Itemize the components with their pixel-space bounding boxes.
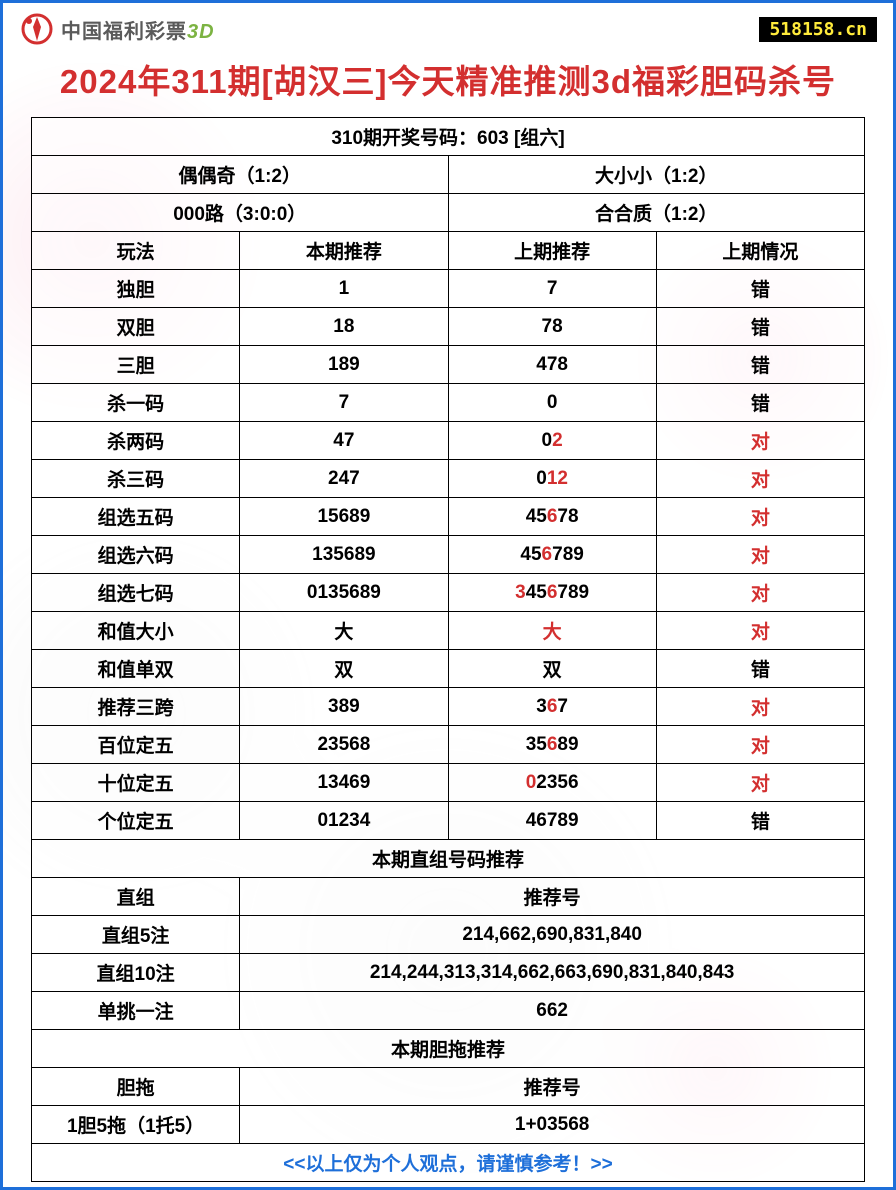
- logo-area: 中国福利彩票3D: [19, 11, 215, 47]
- main-table-wrap: 310期开奖号码：603 [组六]偶偶奇（1:2）大小小（1:2）000路（3:…: [3, 117, 893, 1182]
- play-type: 百位定五: [32, 726, 240, 764]
- current-rec: 0135689: [240, 574, 448, 612]
- section-header: 本期直组号码推荐: [32, 840, 865, 878]
- play-type: 双胆: [32, 308, 240, 346]
- prev-rec: 02356: [448, 764, 656, 802]
- status: 对: [656, 536, 864, 574]
- play-type: 三胆: [32, 346, 240, 384]
- play-type: 推荐三跨: [32, 688, 240, 726]
- dantuo-label: 1胆5拖（1托5）: [32, 1106, 240, 1144]
- status: 错: [656, 384, 864, 422]
- current-rec: 15689: [240, 498, 448, 536]
- play-type: 组选六码: [32, 536, 240, 574]
- status: 错: [656, 650, 864, 688]
- status: 错: [656, 308, 864, 346]
- play-type: 杀三码: [32, 460, 240, 498]
- status: 错: [656, 346, 864, 384]
- prev-rec: 7: [448, 270, 656, 308]
- logo-text: 中国福利彩票3D: [61, 15, 215, 44]
- prev-rec: 367: [448, 688, 656, 726]
- status: 错: [656, 802, 864, 840]
- current-rec: 01234: [240, 802, 448, 840]
- header: 中国福利彩票3D 518158.cn: [3, 3, 893, 51]
- status: 对: [656, 612, 864, 650]
- current-rec: 135689: [240, 536, 448, 574]
- direct-label: 直组10注: [32, 954, 240, 992]
- status: 对: [656, 422, 864, 460]
- prev-rec: 大: [448, 612, 656, 650]
- play-type: 杀两码: [32, 422, 240, 460]
- section-col-label: 胆拖: [32, 1068, 240, 1106]
- column-header: 上期情况: [656, 232, 864, 270]
- current-rec: 7: [240, 384, 448, 422]
- status: 对: [656, 726, 864, 764]
- prev-rec: 35689: [448, 726, 656, 764]
- current-rec: 大: [240, 612, 448, 650]
- prediction-table: 310期开奖号码：603 [组六]偶偶奇（1:2）大小小（1:2）000路（3:…: [31, 117, 865, 1182]
- play-type: 和值大小: [32, 612, 240, 650]
- prev-rec: 012: [448, 460, 656, 498]
- prev-rec: 46789: [448, 802, 656, 840]
- play-type: 杀一码: [32, 384, 240, 422]
- logo-3d-suffix: 3D: [187, 21, 215, 43]
- prev-rec: 456789: [448, 536, 656, 574]
- play-type: 个位定五: [32, 802, 240, 840]
- summary-right: 合合质（1:2）: [448, 194, 865, 232]
- direct-value: 214,662,690,831,840: [240, 916, 865, 954]
- current-rec: 23568: [240, 726, 448, 764]
- current-rec: 双: [240, 650, 448, 688]
- direct-value: 214,244,313,314,662,663,690,831,840,843: [240, 954, 865, 992]
- current-rec: 247: [240, 460, 448, 498]
- prev-rec: 478: [448, 346, 656, 384]
- column-header: 本期推荐: [240, 232, 448, 270]
- status: 对: [656, 764, 864, 802]
- section-col-value: 推荐号: [240, 878, 865, 916]
- section-header: 本期胆拖推荐: [32, 1030, 865, 1068]
- footer-note: <<以上仅为个人观点，请谨慎参考！>>: [32, 1144, 865, 1182]
- dantuo-value: 1+03568: [240, 1106, 865, 1144]
- column-header: 玩法: [32, 232, 240, 270]
- prev-rec: 双: [448, 650, 656, 688]
- site-badge: 518158.cn: [759, 17, 877, 42]
- prev-rec: 02: [448, 422, 656, 460]
- play-type: 组选五码: [32, 498, 240, 536]
- current-rec: 47: [240, 422, 448, 460]
- current-rec: 189: [240, 346, 448, 384]
- lottery-logo-icon: [19, 11, 55, 47]
- summary-left: 000路（3:0:0）: [32, 194, 449, 232]
- play-type: 组选七码: [32, 574, 240, 612]
- draw-header: 310期开奖号码：603 [组六]: [32, 118, 865, 156]
- prev-rec: 3456789: [448, 574, 656, 612]
- status: 对: [656, 498, 864, 536]
- summary-left: 偶偶奇（1:2）: [32, 156, 449, 194]
- status: 对: [656, 574, 864, 612]
- status: 错: [656, 270, 864, 308]
- direct-label: 直组5注: [32, 916, 240, 954]
- prev-rec: 78: [448, 308, 656, 346]
- prev-rec: 0: [448, 384, 656, 422]
- play-type: 和值单双: [32, 650, 240, 688]
- summary-right: 大小小（1:2）: [448, 156, 865, 194]
- status: 对: [656, 688, 864, 726]
- column-header: 上期推荐: [448, 232, 656, 270]
- page-title: 2024年311期[胡汉三]今天精准推测3d福彩胆码杀号: [3, 51, 893, 117]
- section-col-value: 推荐号: [240, 1068, 865, 1106]
- direct-value: 662: [240, 992, 865, 1030]
- direct-label: 单挑一注: [32, 992, 240, 1030]
- current-rec: 389: [240, 688, 448, 726]
- current-rec: 18: [240, 308, 448, 346]
- status: 对: [656, 460, 864, 498]
- play-type: 十位定五: [32, 764, 240, 802]
- prev-rec: 45678: [448, 498, 656, 536]
- play-type: 独胆: [32, 270, 240, 308]
- section-col-label: 直组: [32, 878, 240, 916]
- current-rec: 1: [240, 270, 448, 308]
- current-rec: 13469: [240, 764, 448, 802]
